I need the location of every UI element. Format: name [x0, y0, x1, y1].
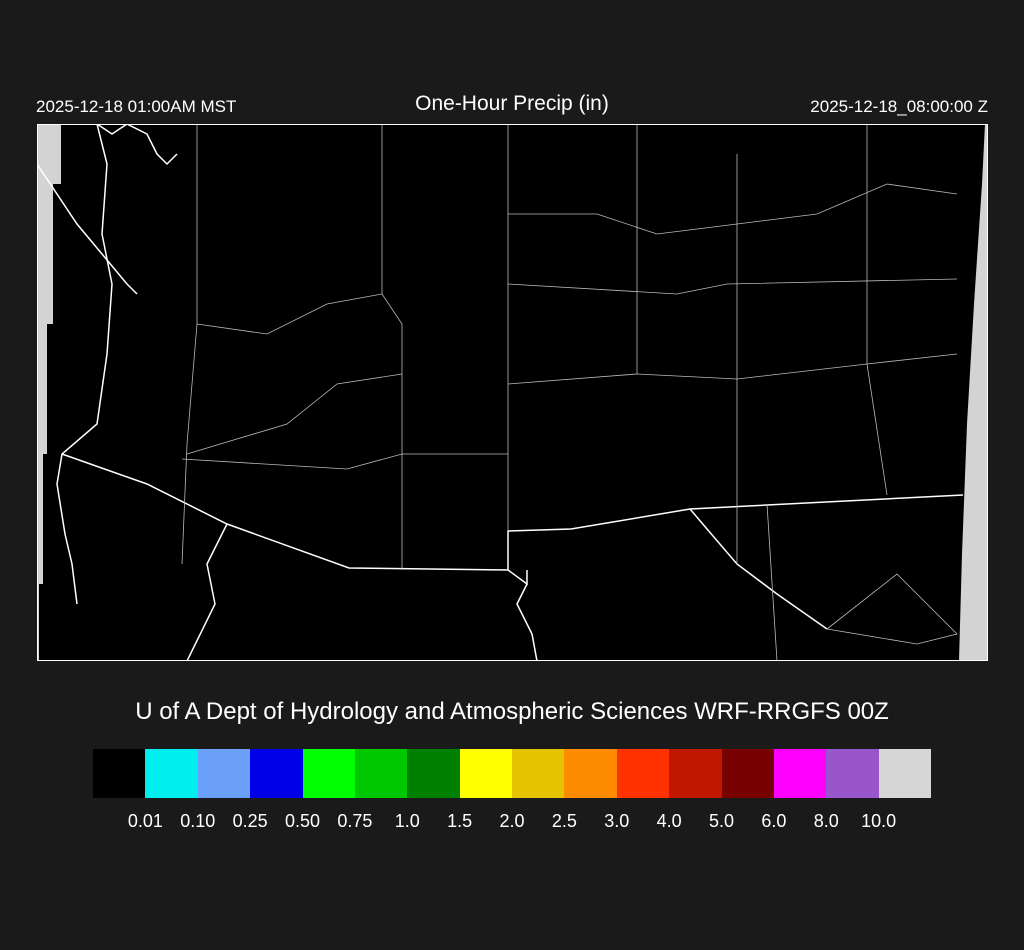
map-frame	[37, 124, 988, 661]
legend-swatch	[197, 749, 251, 798]
legend-swatch	[564, 749, 617, 798]
legend-labels: 0.01 0.10 0.25 0.50 0.75 1.0 1.5 2.0 2.5 3.0 4.0 5.…	[0, 811, 1024, 835]
missing-data-left	[37, 124, 61, 661]
legend-swatch	[669, 749, 722, 798]
legend-label: 6.0	[761, 811, 787, 831]
legend-swatch	[459, 749, 512, 798]
credit-text: U of A Dept of Hydrology and Atmospheric…	[135, 698, 889, 725]
legend-label: 3.0	[604, 811, 630, 831]
legend-label: 0.01	[127, 811, 163, 831]
legend-label: 4.0	[656, 811, 682, 831]
legend-swatch	[616, 749, 670, 798]
legend-swatch	[302, 749, 355, 798]
legend-swatch	[354, 749, 408, 798]
legend-swatch	[826, 749, 879, 798]
missing-data-right	[959, 124, 988, 661]
legend-swatch	[145, 749, 198, 798]
local-time-label: 2025-12-18 01:00AM MST	[36, 97, 237, 116]
legend-label: 1.0	[394, 811, 420, 831]
legend-label: 0.50	[284, 811, 321, 831]
legend-swatch	[773, 749, 827, 798]
legend-swatch	[878, 749, 931, 798]
map-title: One-Hour Precip (in)	[415, 92, 609, 115]
legend-swatch	[407, 749, 460, 798]
legend-label: 8.0	[813, 811, 839, 831]
valid-time-label: 2025-12-18_08:00:00 Z	[810, 97, 988, 116]
legend-label: 2.0	[499, 811, 525, 831]
legend-label: 0.25	[232, 811, 268, 831]
legend-label: 5.0	[708, 811, 735, 831]
map-background	[37, 124, 988, 661]
legend-label: 10.0	[861, 811, 897, 831]
state-borders	[37, 124, 964, 661]
legend-label: 0.10	[180, 811, 216, 831]
legend-swatch	[721, 749, 774, 798]
county-borders	[181, 124, 958, 661]
legend-swatch	[250, 749, 303, 798]
legend-label: 0.75	[337, 811, 373, 831]
legend-swatch	[512, 749, 565, 798]
precip-map	[37, 124, 988, 661]
legend-label: 1.5	[447, 811, 473, 831]
legend-label: 2.5	[551, 811, 577, 831]
color-legend	[93, 749, 931, 798]
legend-swatch	[93, 749, 146, 798]
